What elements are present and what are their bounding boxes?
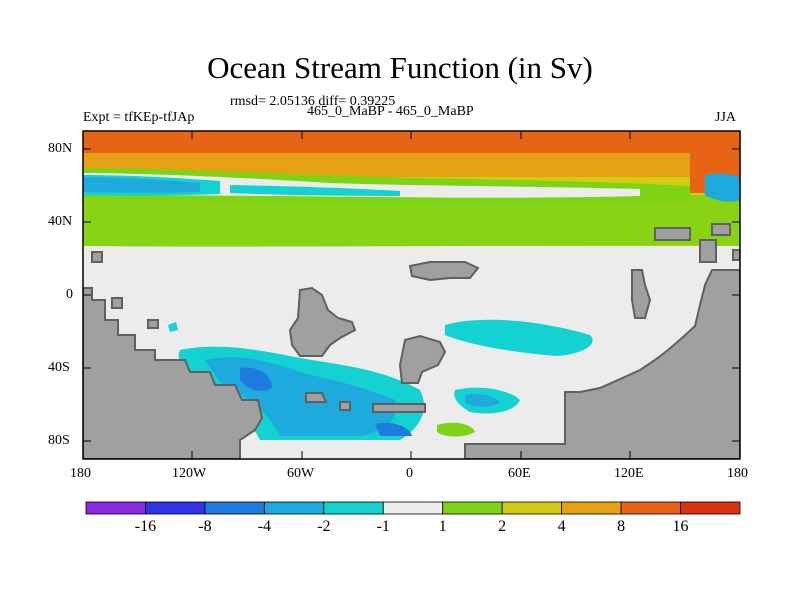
lat-label-40n: 40N (48, 214, 73, 229)
colorbar-tick-label: 8 (617, 518, 626, 535)
lat-tick-marks (83, 148, 740, 442)
colorbar (85, 501, 741, 515)
band-negative-1b (230, 185, 400, 196)
land-masses (83, 223, 740, 459)
colorbar-swatch (680, 501, 741, 515)
colorbar-swatch (263, 501, 325, 515)
lon-label-0: 0 (406, 466, 413, 481)
map-field (83, 131, 740, 459)
lon-label-60w: 60W (287, 466, 315, 481)
band-positive-2-south (83, 195, 740, 247)
colorbar-tick-label: 1 (438, 518, 447, 535)
band-positive-16 (83, 131, 740, 153)
island-5 (372, 403, 426, 413)
colorbar-tick-label: -16 (134, 518, 157, 535)
colorbar-swatch (145, 501, 206, 515)
band-neutral-mid (83, 173, 640, 198)
island-13 (147, 319, 159, 329)
lat-label-80n: 80N (48, 141, 73, 156)
southern-positive-patch (437, 422, 475, 437)
island-7 (339, 401, 351, 411)
island-2 (398, 334, 447, 384)
colorbar-tick-label: -2 (317, 518, 331, 535)
stats-text: rmsd= 2.05136 diff= 0.39225 (230, 94, 396, 109)
lon-label-60e: 60E (508, 466, 531, 481)
land-east (464, 269, 740, 459)
island-6 (305, 392, 328, 403)
southern-negative-4a (240, 367, 272, 391)
island-14 (732, 249, 740, 261)
colorbar-swatch (323, 501, 384, 515)
lon-label-120w: 120W (172, 466, 207, 481)
island-1 (288, 286, 357, 357)
colorbar-tick-label: 4 (557, 518, 566, 535)
colorbar-swatch (85, 501, 146, 515)
island-11 (91, 251, 103, 263)
colorbar-swatch (382, 501, 444, 515)
lat-label-40s: 40S (48, 360, 70, 375)
lat-label-80s: 80S (48, 433, 70, 448)
southern-negative-indian-2 (465, 393, 500, 407)
colorbar-swatch (442, 501, 503, 515)
colorbar-swatch (204, 501, 265, 515)
colorbar-tick-label: -1 (376, 518, 390, 535)
lon-label-120e: 120E (614, 466, 644, 481)
land-west (83, 287, 264, 459)
island-12 (111, 297, 123, 309)
lon-label-180e: 180 (727, 466, 748, 481)
plot-title: Ocean Stream Function (in Sv) (207, 50, 593, 85)
colorbar-swatch (620, 501, 681, 515)
southern-negative-atlantic (445, 319, 593, 356)
southern-negative-4b (375, 422, 412, 436)
colorbar-tick-label: 2 (498, 518, 507, 535)
small-negative-patch (168, 322, 178, 332)
period-label: 465_0_MaBP - 465_0_MaBP (307, 104, 474, 119)
lon-tick-marks (82, 131, 741, 459)
colorbar-tick-label: 16 (672, 518, 689, 535)
island-10 (711, 223, 731, 236)
colorbar-swatch (501, 501, 563, 515)
island-3 (408, 261, 480, 282)
band-negative-2 (83, 177, 200, 193)
colorbar-swatch (561, 501, 622, 515)
season-label: JJA (715, 110, 737, 125)
island-4 (631, 269, 652, 319)
island-9 (699, 239, 717, 263)
colorbar-tick-label: -4 (257, 518, 272, 535)
colorbar-tick-label: -8 (198, 518, 212, 535)
lon-label-180w: 180 (70, 466, 91, 481)
experiment-label: Expt = tfKEp-tfJAp (83, 110, 195, 125)
lat-label-0: 0 (66, 287, 73, 302)
island-8 (654, 227, 691, 241)
patch-negative-east (705, 173, 740, 202)
